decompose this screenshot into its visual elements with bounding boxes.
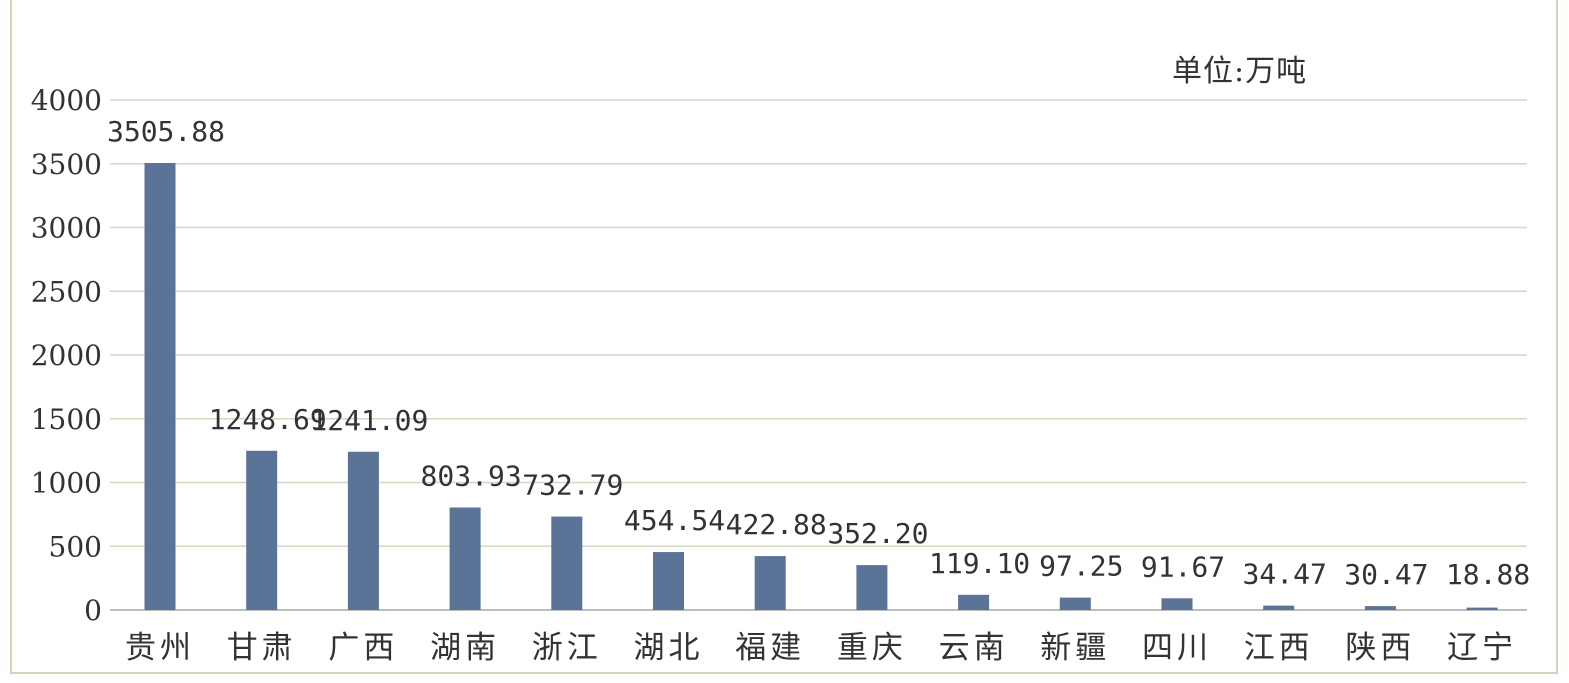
y-tick-label: 2500 [31,275,102,308]
data-label: 97.25 [1039,550,1123,583]
data-label: 454.54 [624,504,725,537]
y-tick-label: 1000 [31,467,102,500]
category-label: 辽宁 [1447,630,1517,666]
data-label: 119.10 [929,547,1030,580]
bar [958,594,990,610]
category-label: 新疆 [1040,630,1110,666]
data-label: 352.20 [827,517,928,550]
category-label: 四川 [1142,630,1212,666]
bar [1059,597,1091,610]
y-tick-label: 500 [49,530,102,563]
bar [856,565,888,610]
data-label: 91.67 [1141,550,1225,583]
data-label: 3505.88 [107,115,225,148]
bar [246,450,278,610]
bar [1161,598,1193,610]
category-label: 浙江 [532,630,602,666]
data-label: 34.47 [1243,558,1327,591]
category-label: 重庆 [837,630,907,666]
unit-label: 单位:万吨 [1172,54,1308,89]
bar [347,451,379,610]
y-tick-label: 4000 [31,84,102,117]
y-tick-label: 0 [84,594,102,627]
bar [144,163,176,610]
bar [754,556,786,610]
bar [551,516,583,610]
bar [1263,605,1295,610]
y-tick-label: 1500 [31,403,102,436]
data-label: 1248.69 [209,403,327,436]
data-label: 30.47 [1344,558,1428,591]
category-label: 湖北 [634,630,704,666]
bar [449,507,481,610]
category-label: 福建 [735,630,805,666]
bar [1466,607,1498,610]
category-label: 湖南 [430,630,500,666]
category-label: 云南 [939,630,1009,666]
data-label: 1241.09 [310,404,428,437]
y-tick-label: 3500 [31,148,102,181]
category-label: 甘肃 [227,630,297,666]
category-label: 贵州 [125,630,195,666]
data-label: 803.93 [421,459,522,492]
category-label: 江西 [1244,630,1314,666]
y-tick-label: 2000 [31,339,102,372]
y-tick-label: 3000 [31,212,102,245]
category-label: 广西 [328,630,398,666]
data-label: 18.88 [1446,558,1530,591]
bar [1364,606,1396,610]
category-label: 陕西 [1345,630,1415,666]
bar [653,552,684,610]
data-label: 732.79 [522,469,623,502]
data-label: 422.88 [726,508,827,541]
